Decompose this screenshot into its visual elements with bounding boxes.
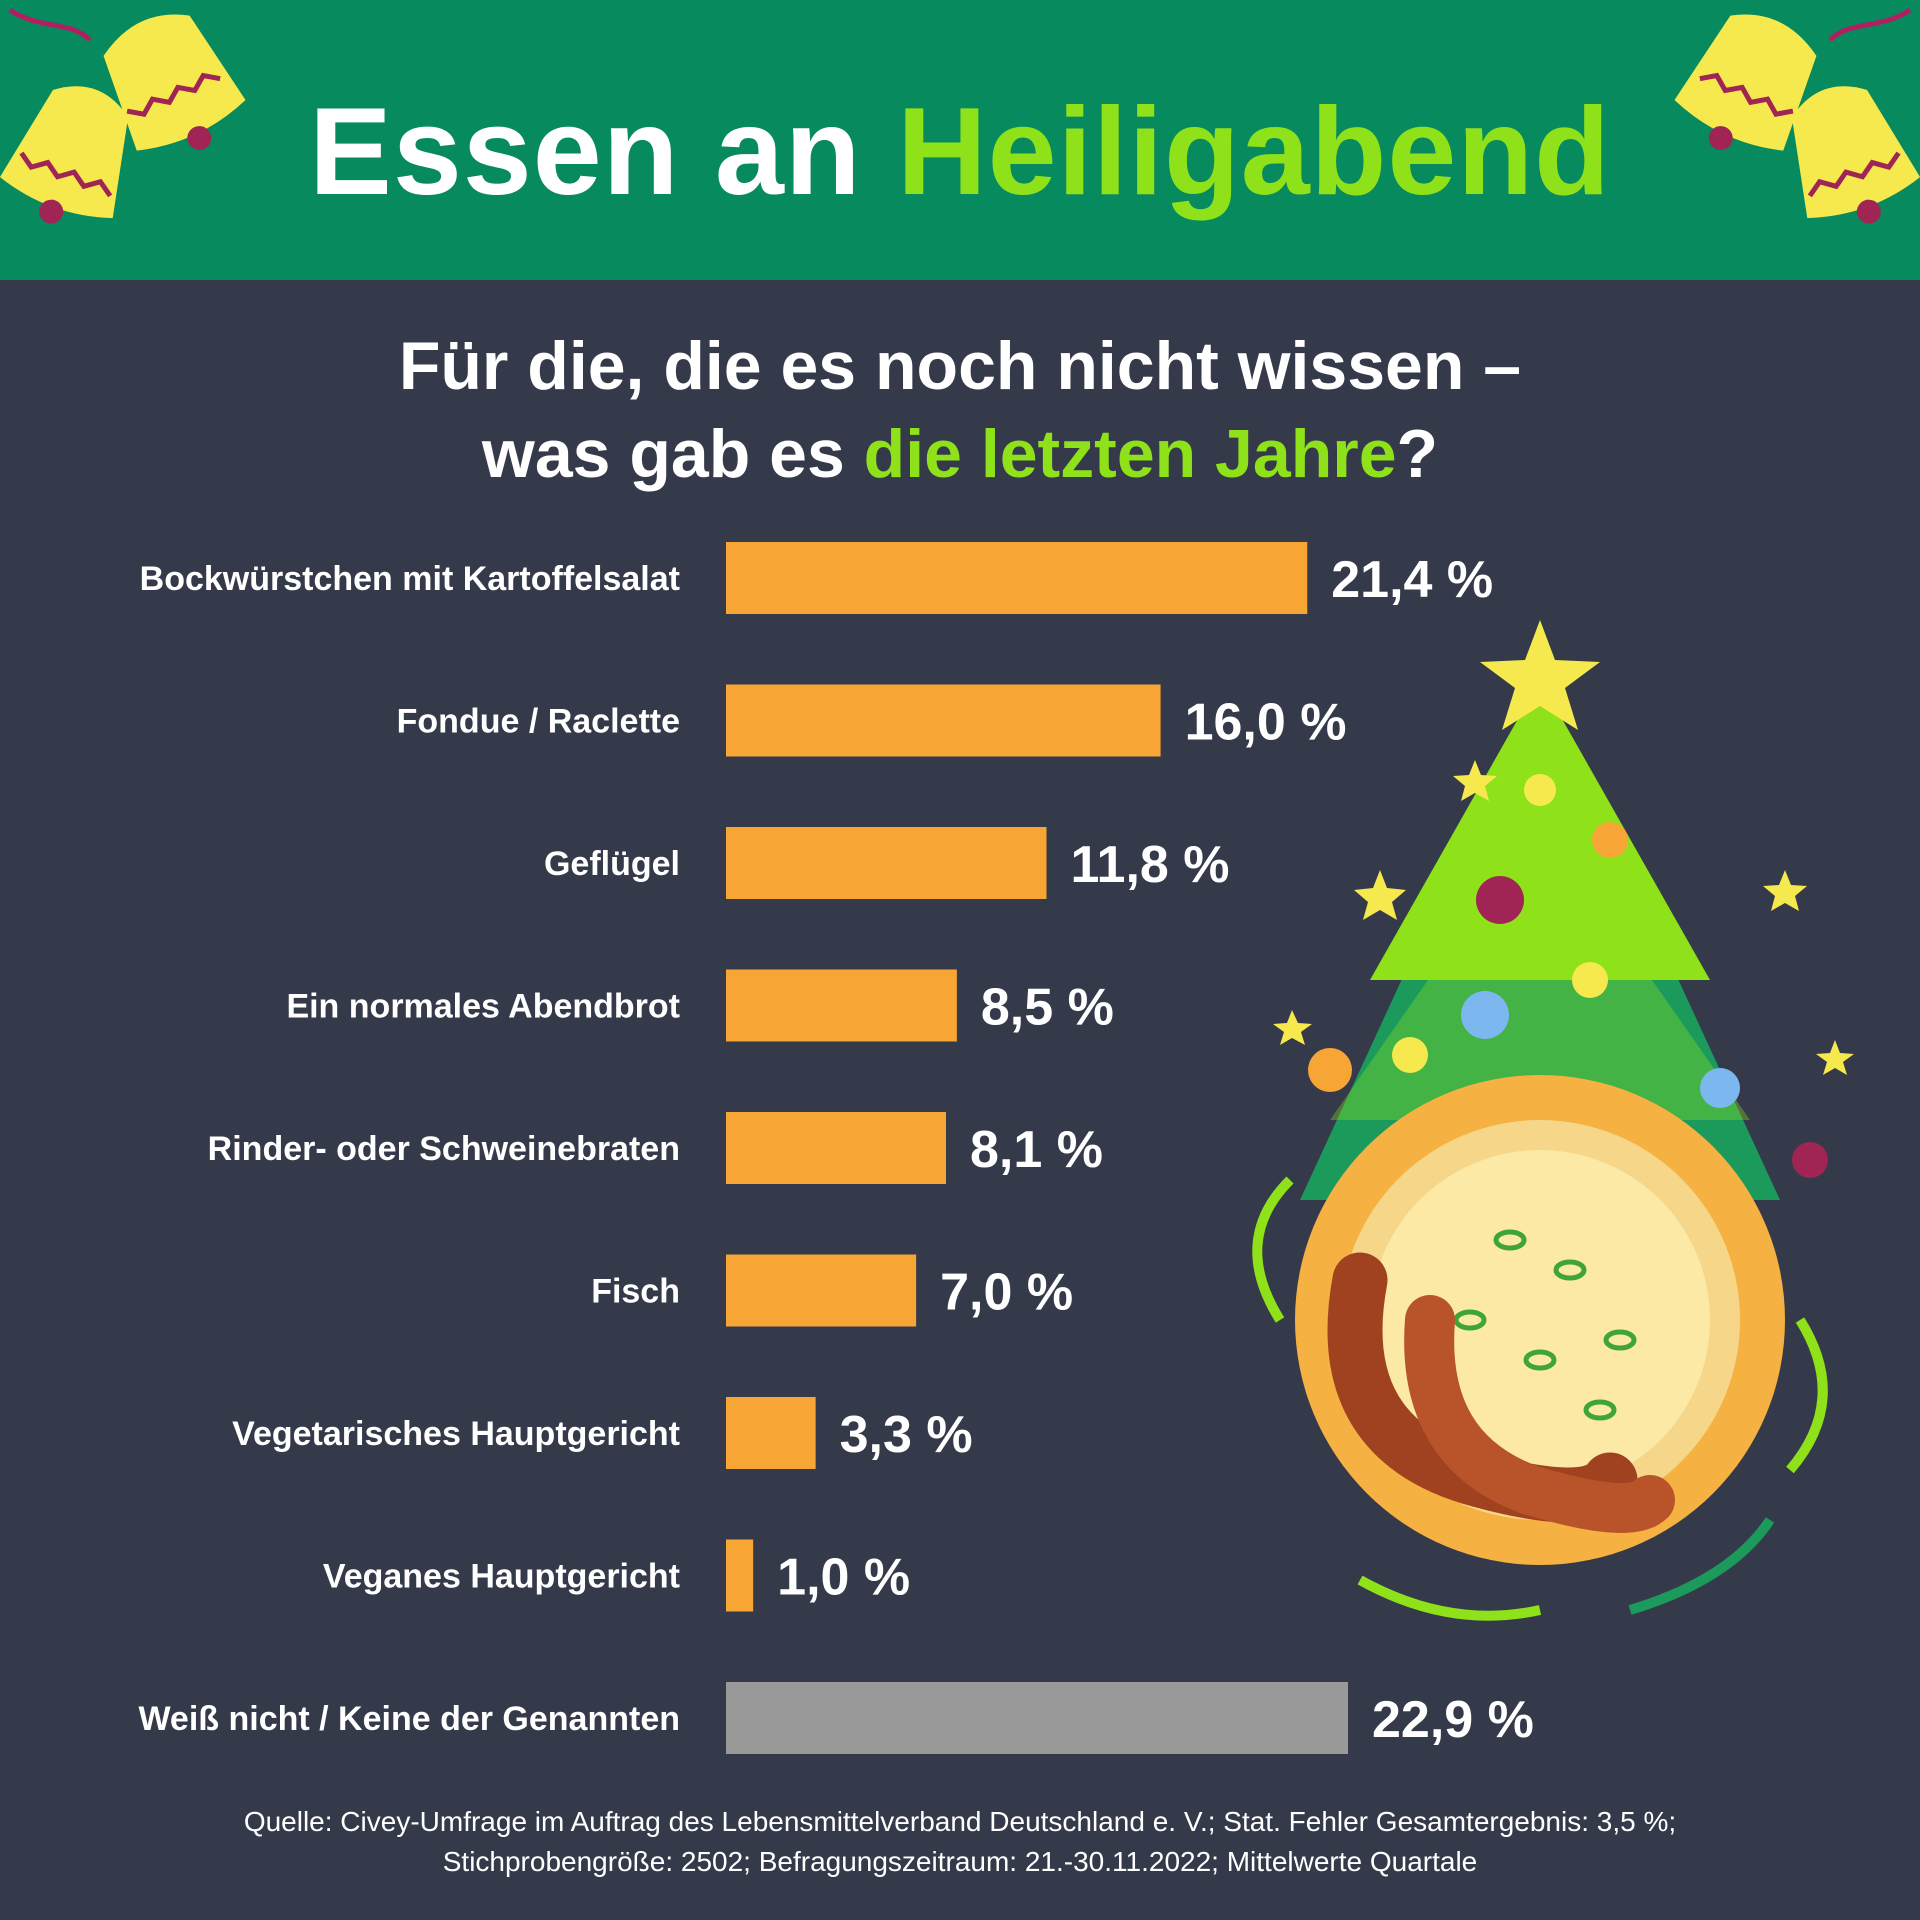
bar [726,827,1047,899]
source-line1: Quelle: Civey-Umfrage im Auftrag des Leb… [243,1806,1677,1837]
title-part1: Essen an [309,83,862,221]
bar [726,684,1161,757]
value-label: 8,1 % [970,1121,1103,1179]
value-label: 11,8 % [1071,836,1230,894]
category-label: Geflügel [544,845,680,883]
question-line2-prefix: was gab es [481,416,864,492]
christmas-tree-illustration [1252,620,1854,1621]
question-line1: Für die, die es noch nicht wissen – [398,328,1522,404]
value-label: 21,4 % [1331,551,1493,609]
category-label: Fisch [591,1273,680,1311]
bar [726,1397,816,1469]
christmas-bells-icon [0,7,246,224]
bar [726,969,957,1042]
question-line2-highlight: die letzten Jahre [863,416,1397,492]
question-line2: was gab es die letzten Jahre? [0,410,1920,498]
bar [726,1539,754,1612]
bar [726,1112,947,1184]
bar [726,1254,917,1327]
category-label: Weiß nicht / Keine der Genannten [138,1700,680,1738]
title-part2: Heiligabend [897,83,1611,221]
bar-chart: Bockwürstchen mit Kartoffelsalat 21,4 % Fo… [138,542,1534,1754]
category-label: Rinder- oder Schweinebraten [208,1130,680,1168]
bar [726,1682,1348,1754]
christmas-bells-icon [1674,7,1920,224]
category-label: Ein normales Abendbrot [286,988,680,1026]
source-line2: Stichprobengröße: 2502; Befragungszeitra… [442,1846,1478,1877]
category-label: Fondue / Raclette [397,703,680,741]
category-label: Vegetarisches Hauptgericht [232,1415,680,1453]
value-label: 7,0 % [940,1264,1073,1322]
value-label: 3,3 % [840,1406,973,1464]
category-label: Veganes Hauptgericht [323,1558,680,1596]
value-label: 22,9 % [1372,1691,1534,1749]
chart-question: Für die, die es noch nicht wissen – was … [0,322,1920,498]
value-label: 1,0 % [777,1549,910,1607]
page-title: Essen an Heiligabend [0,82,1920,222]
category-label: Bockwürstchen mit Kartoffelsalat [140,560,680,598]
header-banner [0,0,1920,280]
value-label: 16,0 % [1185,694,1347,752]
value-label: 8,5 % [981,979,1114,1037]
source-note: Quelle: Civey-Umfrage im Auftrag des Leb… [0,1802,1920,1882]
bar [726,542,1308,614]
question-line2-suffix: ? [1396,416,1439,492]
